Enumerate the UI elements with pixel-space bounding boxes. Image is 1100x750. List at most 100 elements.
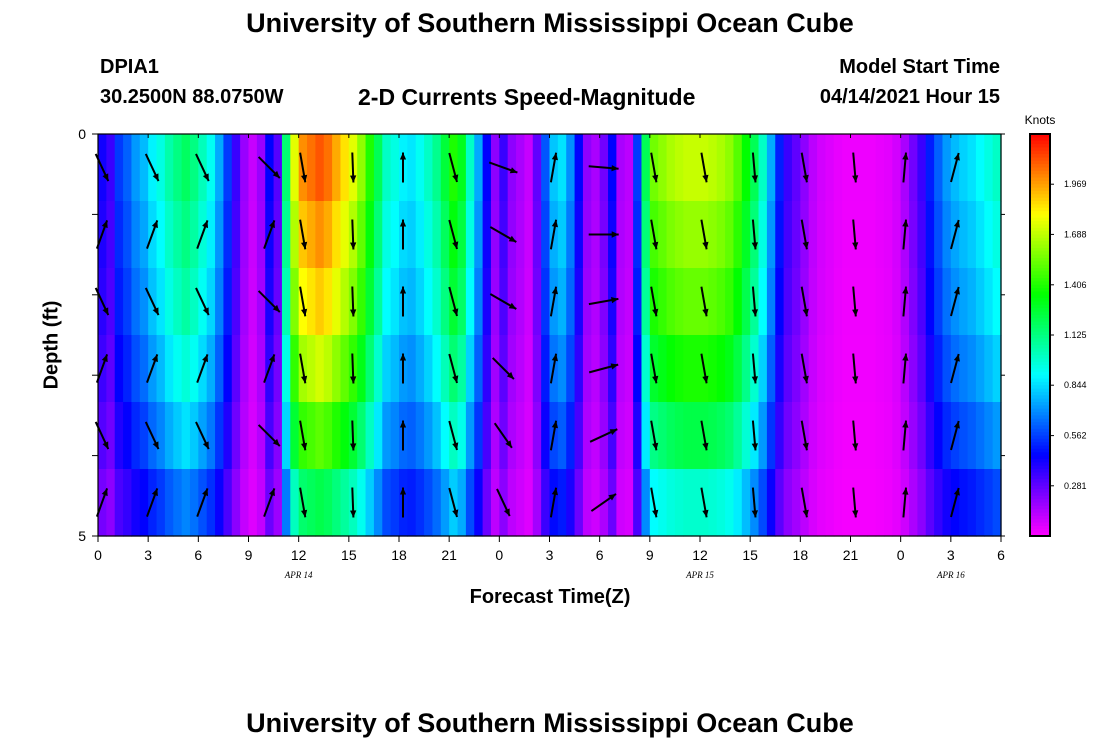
heatmap-cell <box>557 201 567 269</box>
heatmap-cell <box>507 201 517 269</box>
heatmap-cell <box>741 402 751 470</box>
y-tick-label: 5 <box>78 528 86 544</box>
current-vector <box>650 353 659 384</box>
vector-head <box>551 286 558 295</box>
heatmap-cell <box>206 402 216 470</box>
current-vector <box>448 420 459 451</box>
colorbar-segment <box>1030 271 1050 276</box>
current-vector <box>299 219 308 250</box>
current-vector <box>588 297 619 306</box>
colorbar-segment <box>1030 167 1050 172</box>
heatmap-cell <box>641 268 651 336</box>
vector-head <box>608 493 616 501</box>
colorbar-segment <box>1030 485 1050 490</box>
heatmap-cell <box>482 201 492 269</box>
current-vector <box>448 286 459 317</box>
heatmap-cell <box>315 268 325 336</box>
heatmap-cell <box>415 402 425 470</box>
heatmap-cell <box>833 469 843 537</box>
heatmap-cell <box>691 201 701 269</box>
vector-head <box>508 302 517 309</box>
vector-head <box>399 353 407 361</box>
heatmap-cell <box>808 402 818 470</box>
heatmap-cell <box>616 268 626 336</box>
heatmap-cell <box>616 134 626 202</box>
heatmap-cell <box>624 335 634 403</box>
heatmap-cell <box>934 201 944 269</box>
heatmap-cell <box>432 335 442 403</box>
vector-head <box>399 487 407 495</box>
heatmap-cell <box>942 469 952 537</box>
current-vector <box>549 487 558 518</box>
heatmap-cell <box>967 201 977 269</box>
colorbar-segment <box>1030 211 1050 215</box>
heatmap-cell <box>591 402 601 470</box>
heatmap-cell <box>833 335 843 403</box>
heatmap-cell <box>240 469 250 537</box>
vector-head <box>151 354 158 363</box>
colorbar-segment <box>1030 529 1050 534</box>
heatmap-cell <box>164 335 174 403</box>
heatmap-cell <box>490 134 500 202</box>
heatmap-cell <box>382 268 392 336</box>
current-vector <box>700 353 709 384</box>
heatmap-cell <box>566 134 576 202</box>
x-tick-label: 9 <box>646 547 654 563</box>
heatmap-cell <box>181 268 191 336</box>
heatmap-cell <box>307 268 316 336</box>
heatmap-cell <box>942 134 952 202</box>
current-vector <box>491 357 515 380</box>
vector-head <box>503 508 510 517</box>
current-vector <box>902 219 909 250</box>
heatmap-cell <box>775 134 785 202</box>
heatmap-cell <box>909 469 918 537</box>
current-vector <box>800 353 809 384</box>
current-vector <box>549 420 558 451</box>
heatmap-cell <box>189 201 199 269</box>
heatmap-cell <box>432 134 442 202</box>
heatmap-cell <box>215 201 225 269</box>
vector-head <box>852 242 859 250</box>
heatmap-cell <box>340 201 350 269</box>
colorbar-segment <box>1030 241 1050 246</box>
current-vector <box>751 353 758 384</box>
heatmap-cell <box>566 268 576 336</box>
heatmap-cell <box>674 335 684 403</box>
colorbar-segment <box>1030 519 1050 524</box>
current-vector <box>650 219 659 250</box>
heatmap-cell <box>273 201 283 269</box>
vector-head <box>551 353 558 362</box>
heatmap-cell <box>833 201 843 269</box>
heatmap-cell <box>658 335 668 403</box>
heatmap-cell <box>382 469 392 537</box>
colorbar-segment <box>1030 301 1050 306</box>
heatmap-cell <box>490 469 500 537</box>
heatmap-cell <box>281 134 291 202</box>
colorbar-segment <box>1030 268 1050 272</box>
heatmap-cell <box>975 402 985 470</box>
heatmap-cell <box>733 335 743 403</box>
heatmap-cell <box>758 268 768 336</box>
heatmap-cell <box>867 335 877 403</box>
colorbar-segment <box>1030 281 1050 286</box>
vector-head <box>652 375 659 384</box>
vector-head <box>272 438 280 447</box>
colorbar-segment <box>1030 489 1050 493</box>
current-vector <box>751 152 758 183</box>
heatmap-cell <box>674 134 684 202</box>
colorbar-segment <box>1030 137 1050 142</box>
heatmap-cell <box>240 335 250 403</box>
vector-head <box>802 509 809 518</box>
heatmap-cell <box>465 134 475 202</box>
heatmap-cell <box>290 335 300 403</box>
vector-head <box>751 376 758 384</box>
heatmap-cell <box>875 402 885 470</box>
colorbar-segment <box>1030 465 1050 470</box>
heatmap-cell <box>407 402 417 470</box>
heatmap-cell <box>223 402 233 470</box>
heatmap-cell <box>867 402 877 470</box>
vector-head <box>202 220 208 229</box>
vector-head <box>652 174 659 183</box>
heatmap-cell <box>725 134 735 202</box>
colorbar-segment <box>1030 311 1050 316</box>
